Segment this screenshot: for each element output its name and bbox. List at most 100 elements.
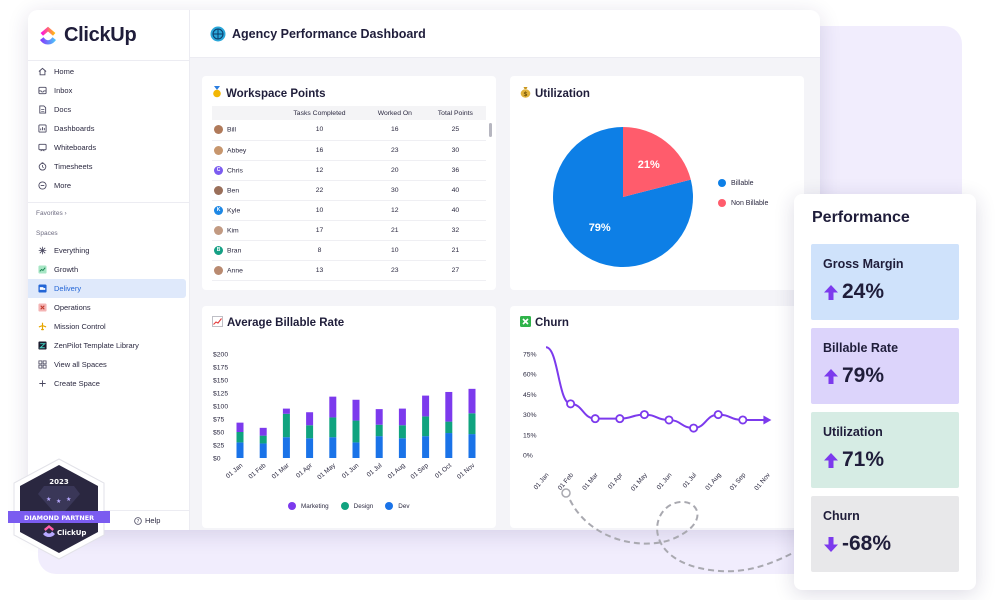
bar-segment-design[interactable] [306,425,314,439]
bar-segment-marketing[interactable] [236,422,244,432]
truck-icon [38,284,47,293]
bar-segment-design[interactable] [329,417,337,438]
bar-segment-dev[interactable] [445,433,453,458]
bar-segment-dev[interactable] [282,437,290,458]
sidebar-item-home[interactable]: Home [28,62,190,81]
bar-segment-dev[interactable] [259,443,267,458]
bar-segment-dev[interactable] [468,434,476,458]
table-row[interactable]: Abbey 16 23 30 [212,140,486,161]
table-row[interactable]: B Bran 8 10 21 [212,240,486,261]
sidebar-item-label: Home [54,67,75,76]
table-row[interactable]: Ben 22 30 40 [212,180,486,201]
bar-segment-dev[interactable] [329,437,337,458]
table-scrollbar[interactable] [489,123,492,137]
table-row[interactable]: C Chris 12 20 36 [212,160,486,181]
badge-clickup-logo-icon [43,531,55,537]
legend-item-marketing[interactable]: Marketing [288,502,329,510]
churn-title: Churn [520,316,569,330]
help-button[interactable]: ? Help [134,516,160,525]
sidebar-item-more[interactable]: More [28,176,190,195]
table-row[interactable]: Anne 13 23 27 [212,260,486,281]
logo[interactable]: ClickUp [38,24,137,47]
churn-point[interactable] [615,414,625,424]
sidebar-item-growth[interactable]: Growth [28,260,190,279]
globe-icon [210,26,226,41]
legend-item-dev[interactable]: Dev [385,502,409,510]
page-header: Agency Performance Dashboard [190,10,820,58]
bar-segment-design[interactable] [445,421,453,434]
bar-segment-marketing[interactable] [259,427,267,436]
bar-segment-design[interactable] [398,425,406,439]
legend-item-non-billable[interactable]: Non Billable [718,199,768,207]
bar-segment-marketing[interactable] [375,409,383,425]
sidebar-item-zenpilot-template-library[interactable]: ZenPilot Template Library [28,336,190,355]
sidebar-item-docs[interactable]: Docs [28,100,190,119]
churn-point[interactable] [566,399,576,409]
favorites-section-toggle[interactable]: Favorites › [36,210,67,217]
x-tick-label: 01 Nov [456,462,477,481]
bar-segment-design[interactable] [236,432,244,443]
bar-segment-marketing[interactable] [468,388,476,414]
bar-segment-design[interactable] [468,413,476,435]
bar-segment-dev[interactable] [236,442,244,458]
churn-point[interactable] [590,414,600,424]
sidebar-item-inbox[interactable]: Inbox [28,81,190,100]
sidebar-item-everything[interactable]: Everything [28,241,190,260]
legend-item-billable[interactable]: Billable [718,179,768,187]
table-row[interactable]: Kim 17 21 32 [212,220,486,241]
bar-segment-dev[interactable] [375,436,383,458]
bar-segment-marketing[interactable] [329,396,337,418]
bar-segment-design[interactable] [422,416,430,437]
sidebar-item-mission-control[interactable]: Mission Control [28,317,190,336]
sidebar-item-view-all-spaces[interactable]: View all Spaces [28,355,190,374]
table-row[interactable]: K Kyle 10 12 40 [212,200,486,221]
sidebar-item-operations[interactable]: Operations [28,298,190,317]
sidebar-item-create-space[interactable]: Create Space [28,374,190,393]
churn-point[interactable] [664,415,674,425]
table-header-row: Tasks Completed Worked On Total Points [212,106,486,120]
sidebar-item-dashboards[interactable]: Dashboards [28,119,190,138]
pie-slice-non-billable[interactable] [623,127,691,197]
bar-segment-marketing[interactable] [398,408,406,426]
bar-segment-marketing[interactable] [445,391,453,422]
average-billable-rate-title: Average Billable Rate [212,316,344,330]
bar-segment-design[interactable] [282,413,290,438]
bar-segment-dev[interactable] [422,436,430,458]
bar-segment-marketing[interactable] [282,408,290,414]
growth-icon [38,265,47,274]
x-tick-label: 01 Jan [533,472,551,492]
total-points-cell: 36 [424,160,486,181]
column-header[interactable]: Tasks Completed [274,106,365,120]
workspace-points-rows: Bill 10 16 25 Abbey 16 23 30 C Chris 12 20 36 Ben 22 30… [212,120,486,281]
churn-point[interactable] [689,423,699,433]
chevron-right-icon: › [64,210,67,217]
x-tick-label: 01 Feb [247,462,267,481]
pie-slice-label: 79% [589,222,611,234]
column-header[interactable]: Worked On [364,106,425,120]
churn-point[interactable] [738,415,748,425]
bar-segment-dev[interactable] [306,438,314,458]
churn-point[interactable] [713,410,723,420]
y-tick-label: $175 [213,365,228,372]
churn-point[interactable] [639,410,649,420]
churn-point-arrow[interactable] [763,415,772,425]
legend-item-design[interactable]: Design [340,502,373,510]
table-row[interactable]: Bill 10 16 25 [212,120,486,141]
bar-segment-dev[interactable] [398,438,406,458]
bar-segment-design[interactable] [352,420,360,443]
sidebar-item-whiteboards[interactable]: Whiteboards [28,138,190,157]
sidebar-item-timesheets[interactable]: Timesheets [28,157,190,176]
bar-segment-marketing[interactable] [306,412,314,426]
bar-segment-marketing[interactable] [422,395,430,417]
sidebar: ClickUp Home Inbox Docs Dashboards W [28,10,190,530]
workspace-points-card: Workspace Points Tasks Completed Worked … [202,76,496,290]
sidebar-item-label: More [54,181,72,190]
column-header[interactable]: Total Points [424,106,486,120]
kpi-label: Billable Rate [823,341,899,355]
bar-segment-design[interactable] [259,435,267,444]
sidebar-item-delivery[interactable]: Delivery [28,279,186,298]
bar-segment-marketing[interactable] [352,399,360,421]
bar-segment-dev[interactable] [352,442,360,458]
bar-segment-design[interactable] [375,424,383,437]
legend-label: Non Billable [731,199,769,207]
